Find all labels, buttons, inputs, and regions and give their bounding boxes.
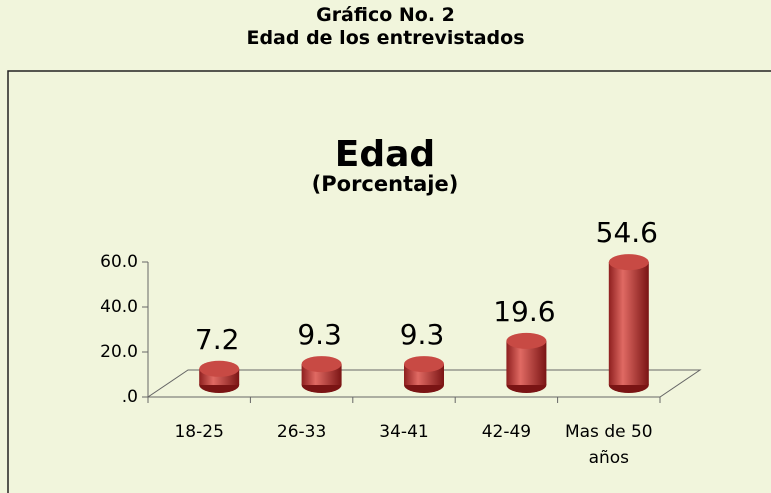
- x-tick-label: 34-41: [379, 422, 429, 442]
- value-label: 54.6: [596, 216, 658, 249]
- x-tick-label: Mas de 50 años: [564, 422, 653, 468]
- y-tick-label: 60.0: [100, 252, 138, 272]
- x-tick-label: 42-49: [481, 422, 532, 442]
- bar: [608, 262, 649, 385]
- value-label: 19.6: [493, 295, 555, 328]
- value-label: 7.2: [195, 323, 240, 356]
- bar-top: [608, 254, 649, 271]
- y-tick-label: .0: [122, 387, 138, 407]
- bar-top: [506, 332, 547, 349]
- bar-top: [199, 360, 240, 377]
- chart-subtitle: (Porcentaje): [312, 172, 459, 196]
- bar-top: [301, 356, 342, 373]
- header-subtitle: Edad de los entrevistados: [246, 27, 525, 49]
- y-tick-label: 40.0: [100, 297, 138, 317]
- floor: [146, 369, 702, 398]
- header-title: Gráfico No. 2: [316, 4, 455, 26]
- chart-title: Edad: [335, 134, 435, 175]
- value-label: 9.3: [297, 318, 342, 351]
- bar-top: [404, 356, 444, 373]
- y-tick-label: 20.0: [100, 342, 138, 362]
- x-tick-label: 18-25: [174, 422, 224, 442]
- x-tick-label: 26-33: [276, 422, 327, 442]
- value-label: 9.3: [400, 318, 445, 351]
